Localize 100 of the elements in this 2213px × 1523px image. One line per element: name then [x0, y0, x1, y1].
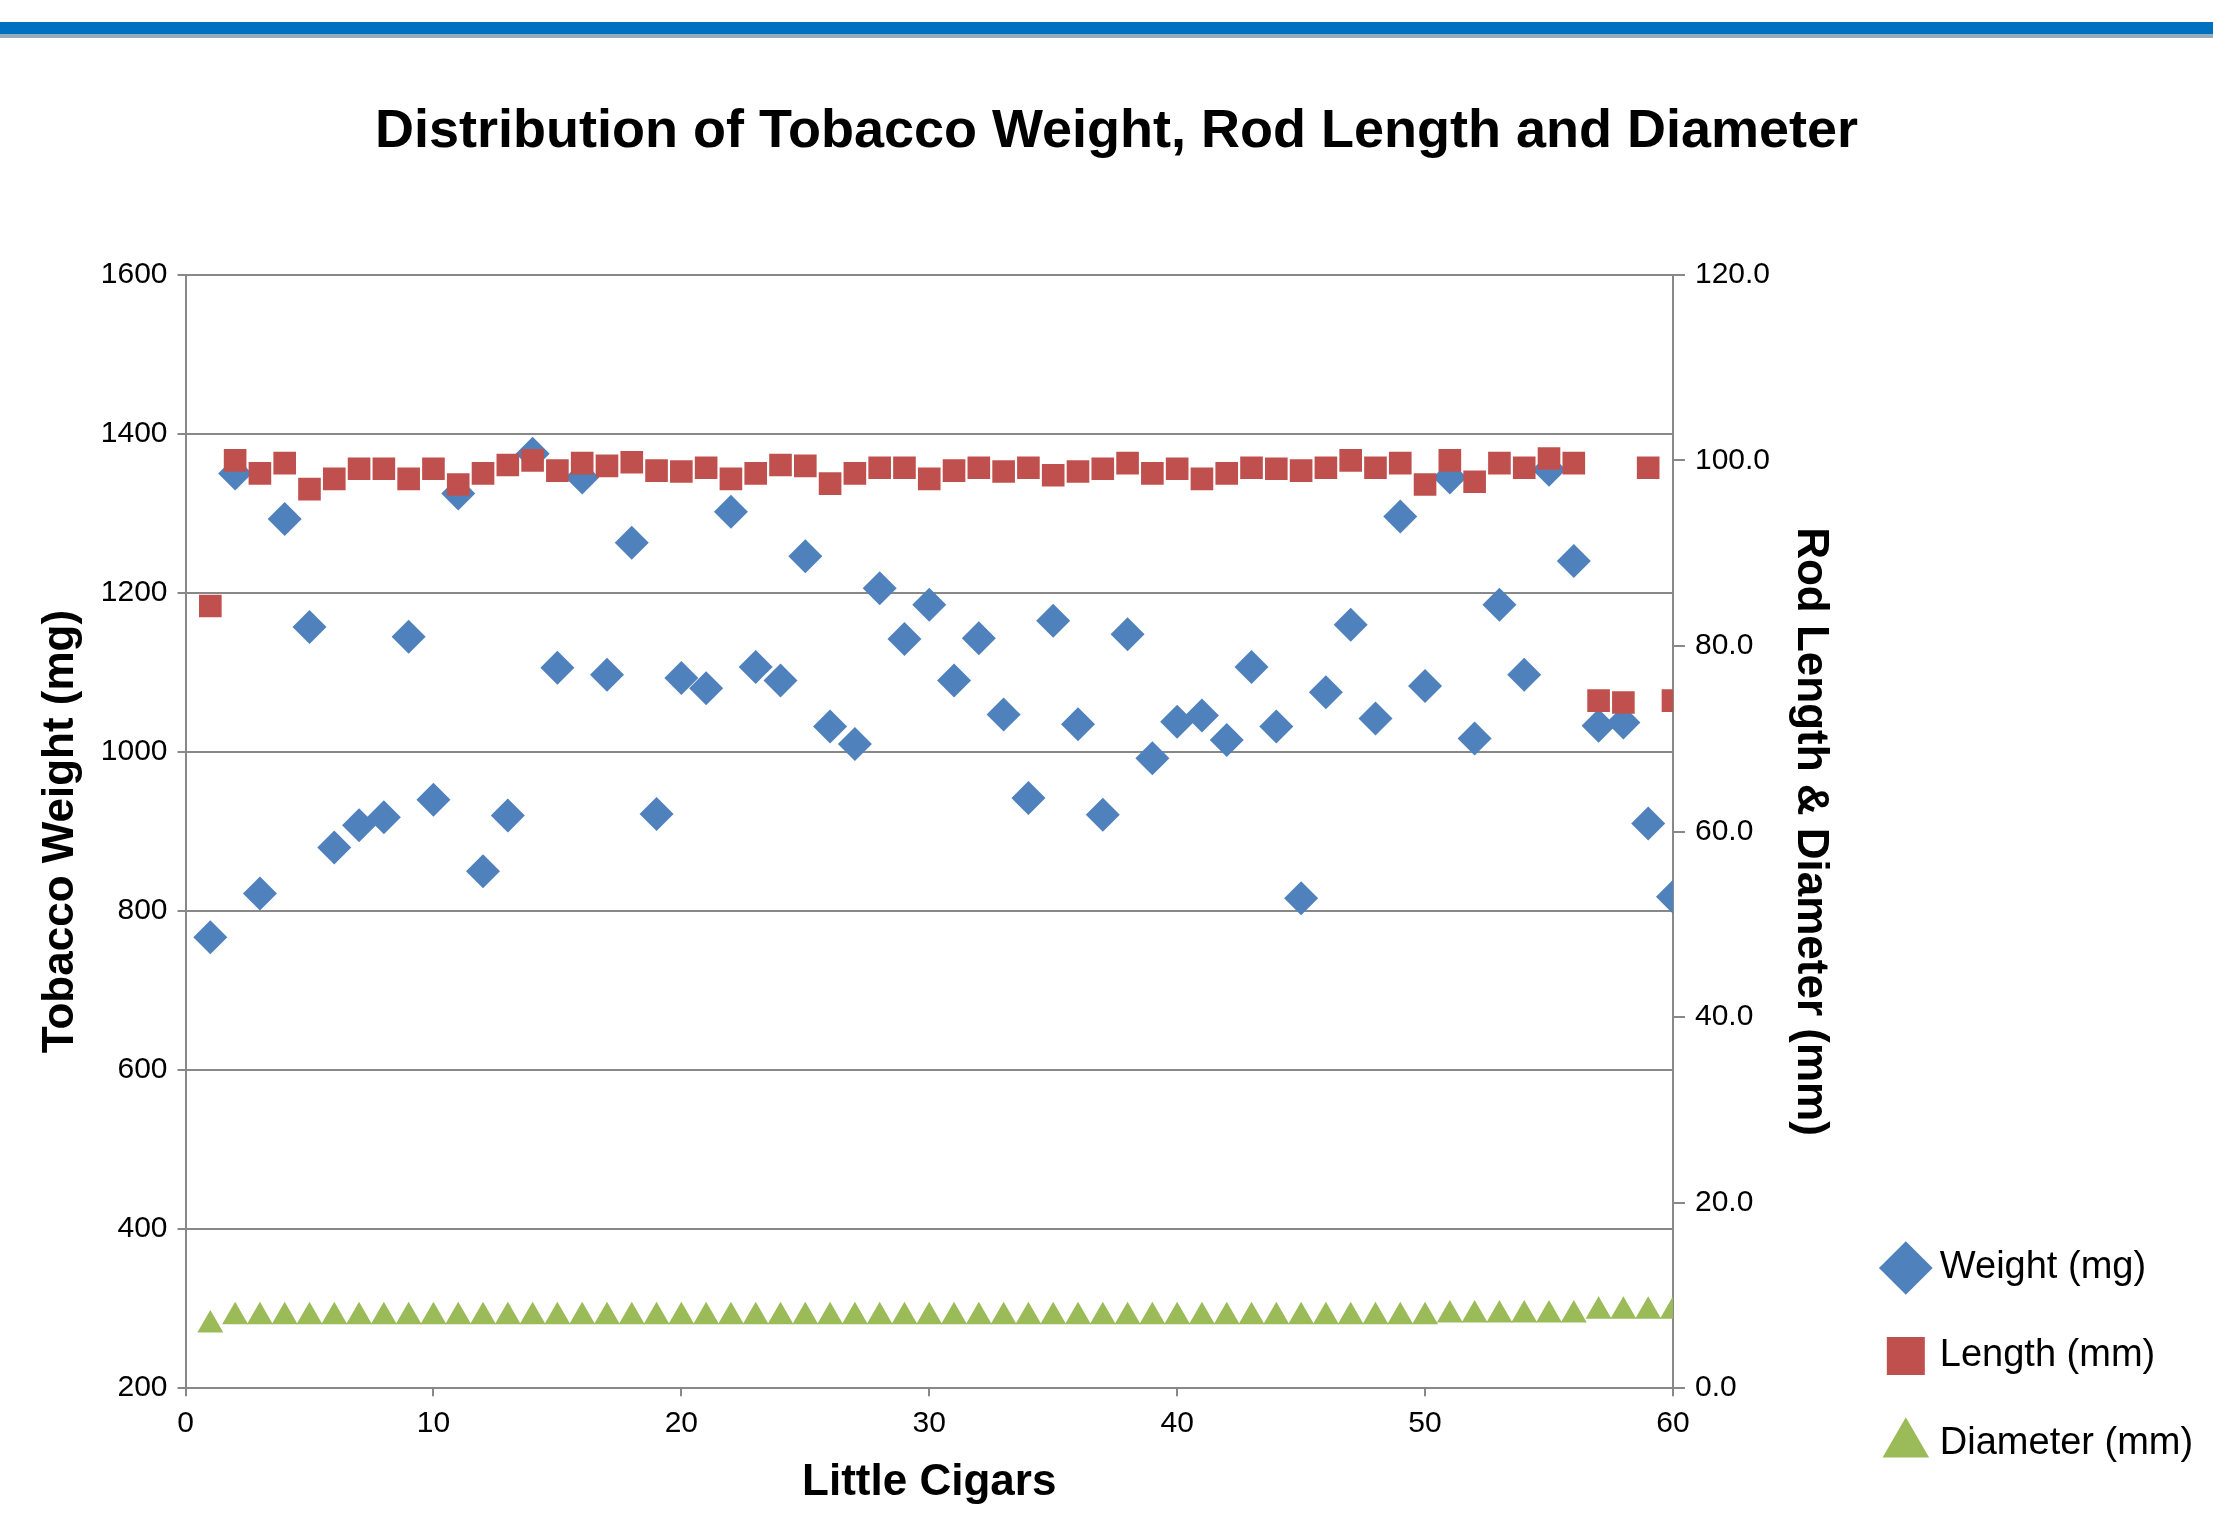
point [1190, 467, 1214, 491]
point [841, 1301, 868, 1325]
point [645, 459, 668, 482]
point [1438, 449, 1462, 472]
point [1635, 1296, 1662, 1319]
point [242, 876, 277, 911]
point [967, 456, 991, 480]
point [837, 727, 872, 762]
point [990, 1301, 1017, 1325]
point [1164, 1301, 1191, 1325]
point [416, 782, 451, 817]
point [986, 697, 1021, 732]
point [296, 1301, 323, 1325]
x-tick-label: 40 [1160, 1405, 1194, 1439]
point [643, 1301, 670, 1325]
point [693, 1301, 720, 1325]
point [1408, 668, 1443, 703]
point [1587, 689, 1610, 712]
point [1259, 709, 1294, 744]
y2-tick-label: 120.0 [1694, 256, 1771, 290]
point [420, 1301, 447, 1325]
point [370, 1301, 397, 1325]
point [445, 1301, 472, 1325]
point [917, 467, 941, 491]
point [1436, 1299, 1463, 1323]
point [1011, 781, 1046, 816]
point [1085, 797, 1120, 832]
point [1610, 1296, 1637, 1319]
point [1091, 457, 1115, 481]
point [1314, 456, 1338, 480]
point [1036, 603, 1071, 638]
x-tick-label: 30 [912, 1405, 946, 1439]
point [490, 798, 525, 833]
point [1585, 1296, 1612, 1319]
y-tick-label: 1600 [100, 256, 168, 290]
point [1362, 1301, 1389, 1325]
point [992, 460, 1015, 483]
point [422, 457, 445, 481]
point [391, 619, 426, 654]
point [1060, 707, 1095, 742]
point [342, 808, 377, 843]
point [843, 462, 867, 485]
point [546, 459, 569, 482]
point [961, 621, 996, 656]
point [496, 453, 520, 477]
y-tick-label: 1200 [100, 574, 168, 608]
point [372, 457, 396, 481]
point [620, 450, 644, 474]
x-tick-label: 10 [416, 1405, 451, 1439]
point [866, 1301, 893, 1325]
legend-label: Weight (mg) [1939, 1244, 2147, 1287]
point [788, 539, 823, 574]
y-tick-label: 200 [117, 1369, 168, 1403]
y2-axis-title: Rod Length & Diameter (mm) [1789, 527, 1839, 1136]
point [916, 1301, 943, 1325]
point [1482, 587, 1517, 622]
point [965, 1301, 992, 1325]
point [1383, 499, 1418, 534]
point [719, 467, 743, 491]
point [742, 1301, 769, 1325]
point [1612, 691, 1635, 714]
point [1017, 456, 1040, 480]
point [570, 451, 594, 475]
point [193, 920, 228, 955]
point [1141, 462, 1164, 485]
point [1240, 456, 1263, 480]
point [540, 650, 575, 685]
point [941, 1301, 968, 1325]
point [1066, 460, 1090, 483]
point [818, 472, 842, 495]
point [1486, 1299, 1513, 1323]
point [689, 671, 724, 706]
legend-label: Length (mm) [1939, 1332, 2156, 1375]
point [1536, 1299, 1562, 1323]
chart-title: Distribution of Tobacco Weight, Rod Length and Diameter [375, 98, 1858, 159]
point [199, 594, 222, 618]
point [1512, 456, 1536, 480]
point [1412, 1301, 1439, 1325]
point [1308, 675, 1343, 710]
point [1463, 470, 1486, 494]
point [668, 1301, 695, 1325]
point [494, 1301, 521, 1325]
point [321, 1301, 348, 1325]
point [1387, 1301, 1414, 1325]
y2-tick-label: 0.0 [1694, 1369, 1737, 1403]
point [862, 571, 897, 606]
point [1089, 1301, 1116, 1325]
point [744, 462, 768, 485]
point [366, 800, 401, 835]
point [246, 1301, 273, 1325]
point [1337, 1301, 1364, 1325]
point [1234, 649, 1269, 684]
point [817, 1301, 844, 1325]
point [346, 1301, 373, 1325]
point [1488, 451, 1511, 475]
point [267, 501, 302, 536]
y2-tick-label: 80.0 [1694, 627, 1754, 661]
point [317, 830, 352, 865]
point [1631, 806, 1666, 841]
point [471, 462, 495, 485]
